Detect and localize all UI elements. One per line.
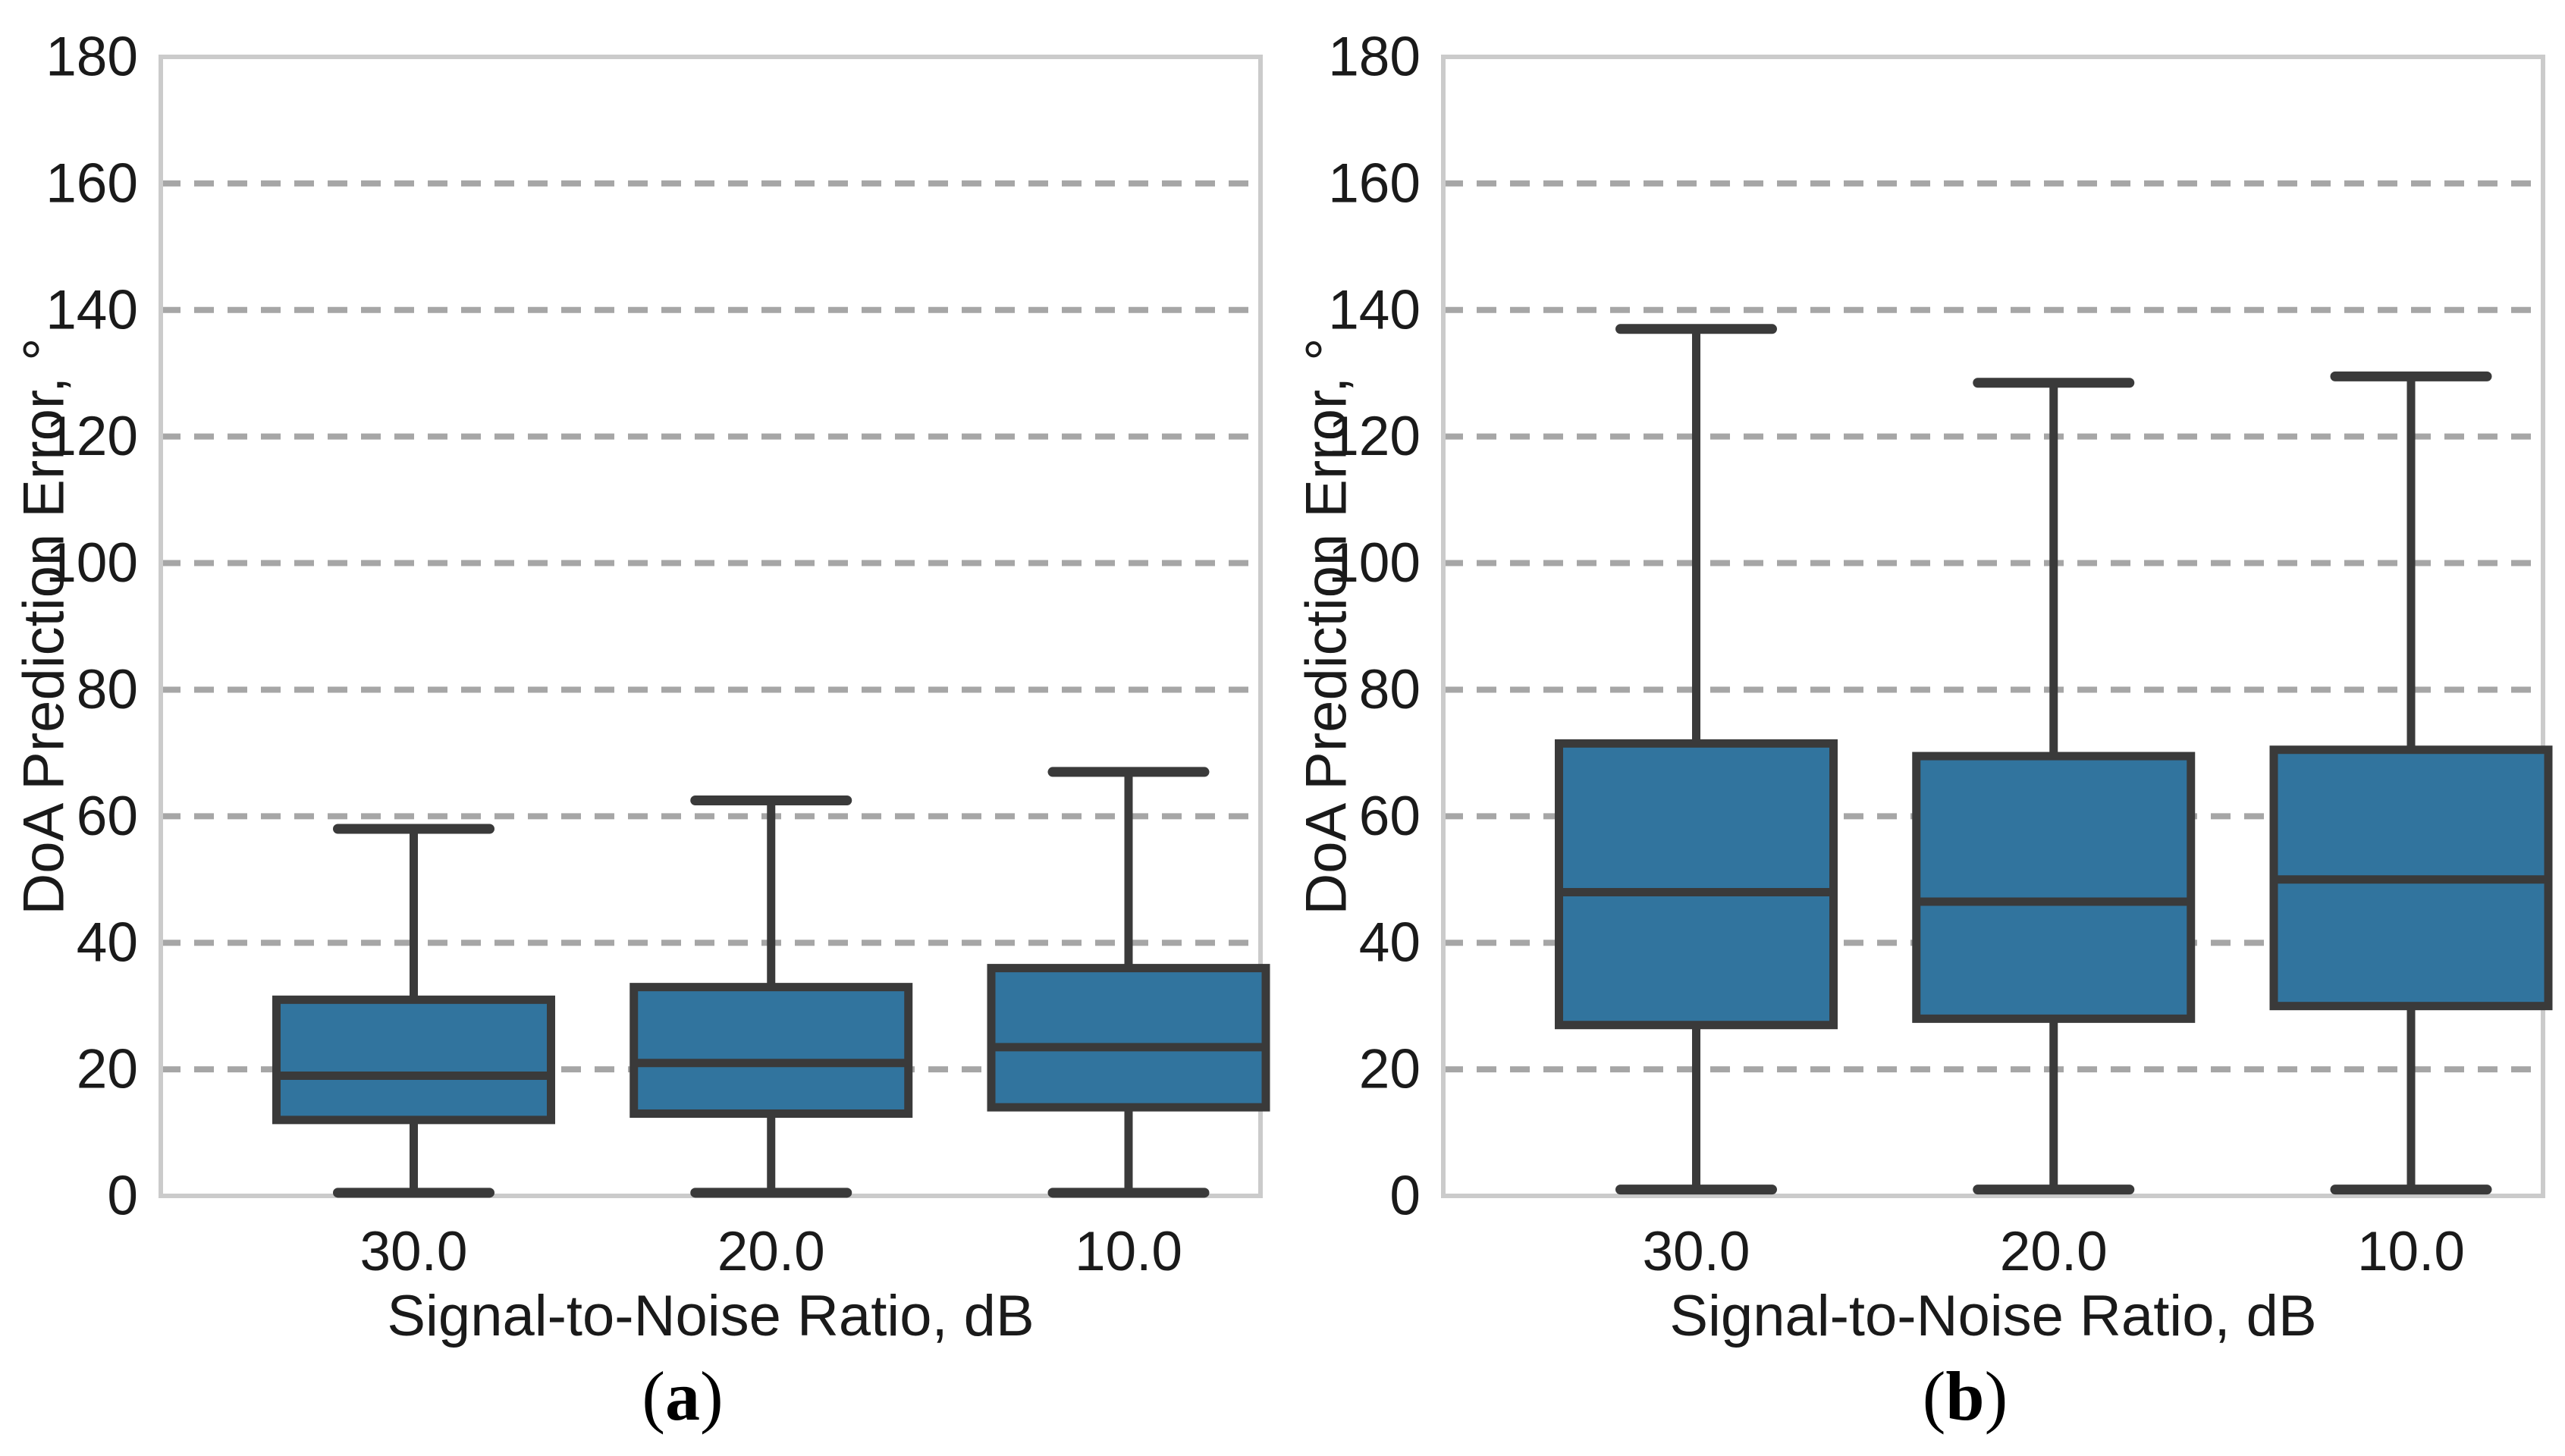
subplot-b: 0 20 40 60 80 100 120 140 160 180 30.0 20.0 10.0 DoA… — [1282, 0, 2565, 1456]
y-tick-label: 160 — [1328, 152, 1421, 214]
boxplot-canvas-a: 0 20 40 60 80 100 120 140 160 180 30.0 20.0 10.0 — [46, 27, 1270, 1282]
box — [1912, 752, 2196, 1023]
y-axis-label: DoA Prediction Error, ° — [1294, 337, 1359, 915]
y-tick-label: 60 — [77, 786, 138, 847]
y-tick-label: 40 — [77, 912, 138, 974]
y-axis-label: DoA Prediction Error, ° — [11, 337, 77, 915]
y-tick-label: 180 — [1328, 27, 1421, 88]
caption-paren-close: ) — [1984, 1357, 2008, 1435]
x-tick-label: 10.0 — [2357, 1221, 2465, 1282]
x-tick-label: 30.0 — [1642, 1221, 1750, 1282]
caption-letter: a — [665, 1357, 700, 1435]
y-tick-label: 160 — [46, 152, 138, 214]
y-tick-label: 60 — [1359, 786, 1421, 847]
box — [272, 995, 555, 1125]
y-tick-label: 120 — [46, 406, 138, 467]
y-tick-label: 120 — [1328, 406, 1421, 467]
x-axis-label: Signal-to-Noise Ratio, dB — [1669, 1284, 2317, 1348]
plot-frame — [1441, 55, 2545, 1198]
x-tick-label: 30.0 — [359, 1221, 467, 1282]
y-tick-label: 140 — [1328, 279, 1421, 340]
box — [1555, 739, 1838, 1030]
caption-paren-open: ( — [642, 1357, 665, 1435]
caption-paren-close: ) — [700, 1357, 724, 1435]
y-tick-label: 0 — [1389, 1166, 1421, 1227]
y-tick-label: 20 — [77, 1039, 138, 1100]
y-tick-label: 80 — [77, 659, 138, 720]
y-tick-label: 100 — [1328, 532, 1421, 594]
box — [629, 983, 913, 1119]
x-tick-label: 20.0 — [717, 1221, 825, 1282]
y-tick-label: 0 — [107, 1166, 138, 1227]
y-tick-label: 100 — [46, 532, 138, 594]
x-axis-label: Signal-to-Noise Ratio, dB — [387, 1284, 1034, 1348]
x-tick-label: 20.0 — [2000, 1221, 2108, 1282]
caption-paren-open: ( — [1922, 1357, 1946, 1435]
panel-caption-b: (b) — [1923, 1356, 2008, 1436]
y-tick-label: 20 — [1359, 1039, 1421, 1100]
y-tick-label: 140 — [46, 279, 138, 340]
boxplot-canvas-b: 0 20 40 60 80 100 120 140 160 180 30.0 20.0 10.0 — [1328, 27, 2553, 1282]
y-tick-label: 40 — [1359, 912, 1421, 974]
box — [987, 964, 1270, 1112]
y-tick-label: 80 — [1359, 659, 1421, 720]
subplot-a: 0 20 40 60 80 100 120 140 160 180 30.0 20.0 10.0 DoA… — [0, 0, 1282, 1456]
y-tick-label: 180 — [46, 27, 138, 88]
x-tick-label: 10.0 — [1075, 1221, 1182, 1282]
caption-letter: b — [1945, 1357, 1985, 1435]
panel-caption-a: (a) — [642, 1356, 723, 1436]
